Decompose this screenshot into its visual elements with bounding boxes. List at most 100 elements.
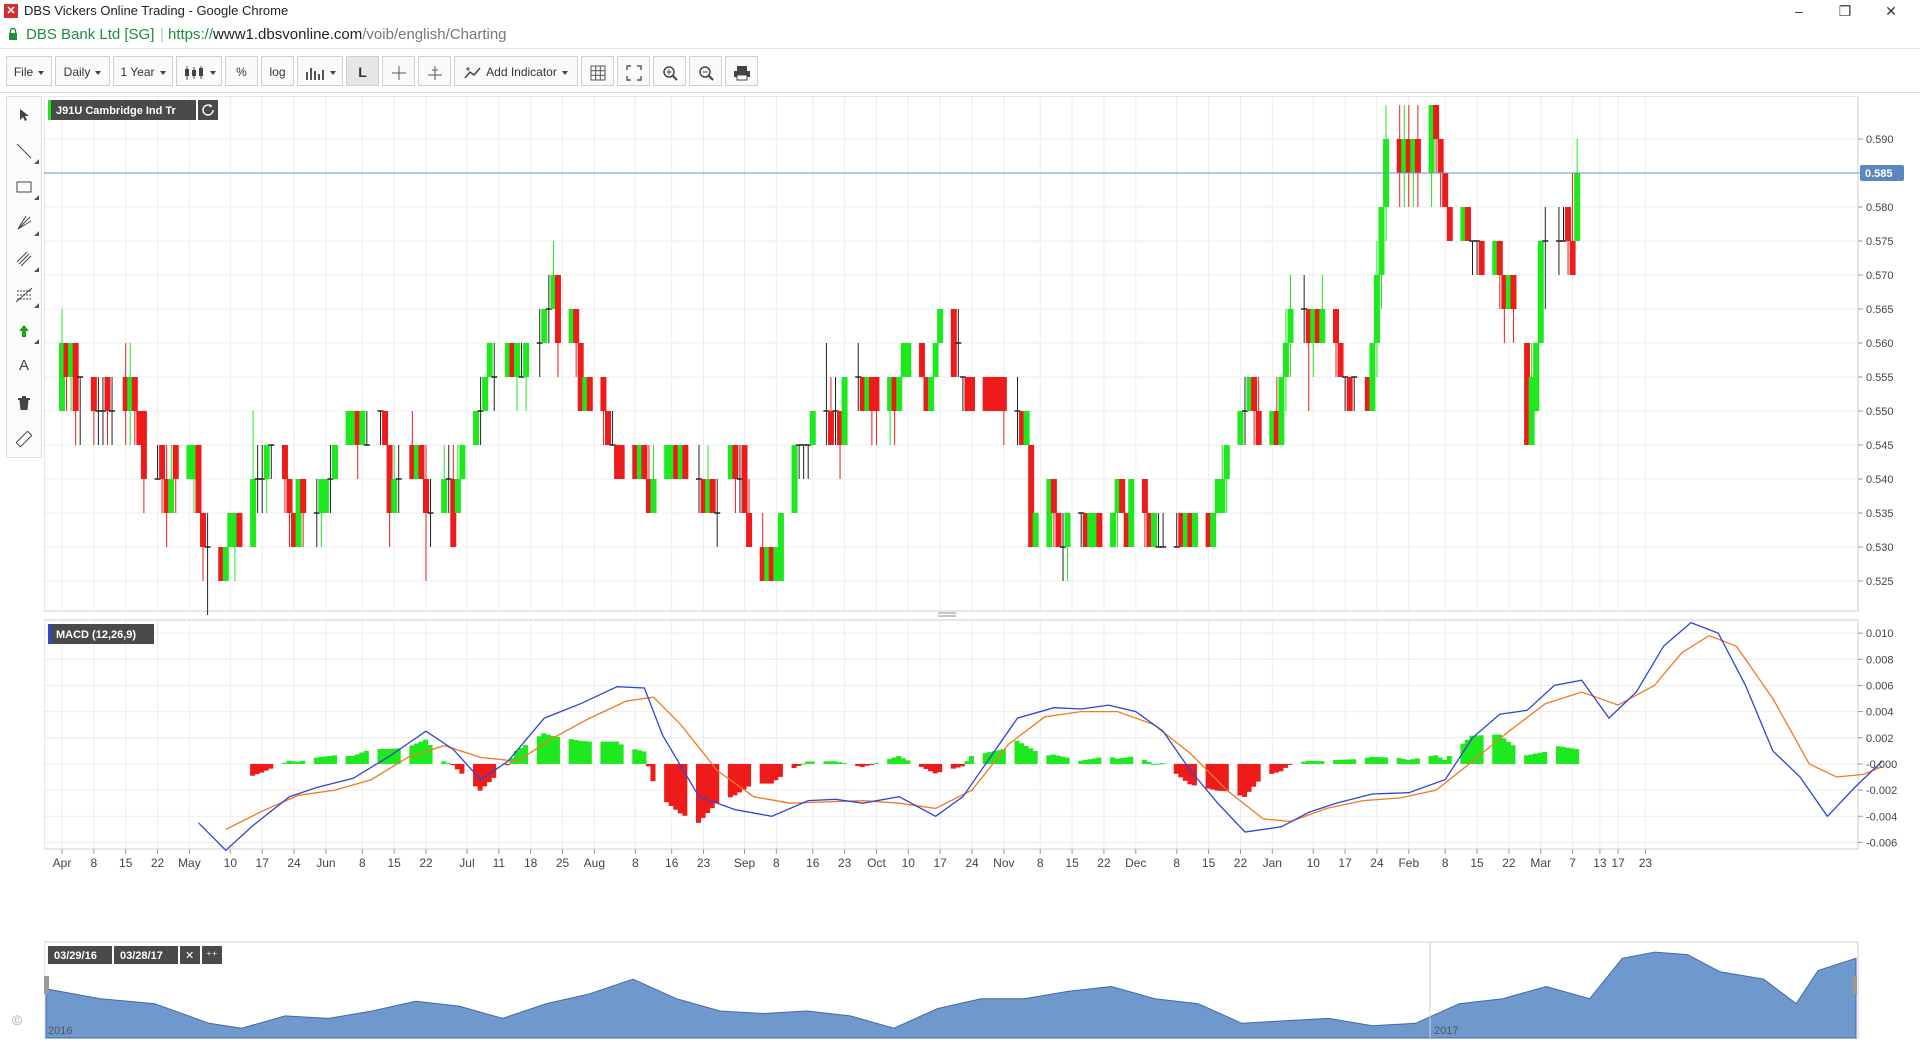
navigator-left-handle[interactable]: [44, 976, 49, 994]
to-date-box[interactable]: [114, 946, 178, 964]
price-bar-body: [1414, 139, 1421, 173]
price-bar-body: [969, 377, 975, 411]
minimize-button[interactable]: –: [1795, 3, 1803, 19]
macd-tick-label: -0.004: [1866, 811, 1897, 823]
range-select[interactable]: 1 Year: [113, 56, 173, 86]
chart-pane[interactable]: 0.525 0.530 0.535 0.540 0.545 0.550 0.555 0.560…: [43, 95, 1920, 1040]
panel-splitter[interactable]: [938, 612, 956, 617]
macd-hist-bar: [959, 763, 965, 767]
restore-button[interactable]: ❐: [1838, 3, 1852, 19]
macd-hist-bar: [805, 761, 811, 764]
pointer-icon: [20, 109, 29, 122]
price-tick-label: 0.570: [1866, 270, 1894, 282]
channel-tool[interactable]: [7, 241, 41, 275]
macd-tag[interactable]: MACD (12,26,9): [48, 624, 154, 644]
macd-hist-bar: [1087, 759, 1093, 764]
zoom-out-button[interactable]: [689, 56, 722, 86]
price-bar-body: [1505, 275, 1512, 309]
macd-hist-bar: [1369, 756, 1375, 764]
macd-hist-bar: [969, 756, 974, 764]
macd-hist-bar: [1155, 763, 1161, 765]
macd-hist-bar: [327, 755, 333, 764]
trash-tool[interactable]: [7, 385, 41, 419]
macd-tick-label: 0.002: [1866, 733, 1894, 745]
macd-hist-bar: [1569, 748, 1575, 764]
price-bar-body: [759, 547, 766, 581]
macd-hist-bar: [1123, 757, 1129, 764]
price-bar-body: [200, 513, 207, 547]
symbol-label: J91U Cambridge Ind Tr: [56, 105, 177, 117]
macd-hist-bar: [1091, 758, 1097, 764]
log-button[interactable]: log: [261, 56, 294, 86]
price-bar-body: [1123, 513, 1130, 547]
price-bar-body: [1524, 343, 1531, 445]
file-menu-button[interactable]: File: [6, 56, 52, 86]
last-price-button[interactable]: L: [346, 56, 379, 86]
macd-hist-bar: [1178, 763, 1184, 778]
url-text[interactable]: https://www1.dbsvonline.com/voib/english…: [168, 26, 507, 43]
macd-axis: -0.006 -0.004 -0.002 -0.000 0.002 0.004 0.006 0…: [1858, 628, 1897, 849]
site-identity[interactable]: DBS Bank Ltd [SG]: [26, 26, 155, 43]
price-bar-body: [68, 343, 75, 377]
navigator-right-handle[interactable]: [1852, 976, 1857, 994]
text-tool[interactable]: A: [7, 349, 41, 383]
line-tool[interactable]: [7, 133, 41, 167]
close-button[interactable]: ✕: [1885, 3, 1897, 19]
percent-button[interactable]: %: [225, 56, 258, 86]
macd-hist-bar: [250, 763, 256, 776]
macd-hist-bar: [732, 763, 738, 796]
fib-tool[interactable]: [7, 277, 41, 311]
macd-hist-bar: [1269, 763, 1275, 774]
chart-type-button[interactable]: [176, 56, 222, 86]
price-bar-body: [741, 445, 748, 513]
x-tick-label: 13: [1593, 856, 1607, 870]
macd-hist-bar: [614, 741, 620, 764]
interval-select[interactable]: Daily: [55, 56, 110, 86]
range-close-button[interactable]: [180, 946, 200, 964]
pitchfork-tool[interactable]: [7, 205, 41, 239]
address-bar[interactable]: DBS Bank Ltd [SG] | https://www1.dbsvonl…: [0, 22, 1920, 49]
line-tool-icon: [16, 143, 32, 159]
macd-hist-bar: [618, 744, 624, 764]
price-tick-label: 0.560: [1866, 338, 1894, 350]
macd-hist-bar: [363, 750, 369, 764]
x-tick-label: Mar: [1530, 856, 1551, 870]
macd-hist-bar: [1505, 741, 1511, 764]
x-tick-label: 24: [965, 856, 979, 870]
macd-tick-label: 0.008: [1866, 654, 1894, 666]
price-bar-body: [1023, 411, 1030, 445]
print-button[interactable]: [725, 56, 758, 86]
arrow-up-tool[interactable]: [7, 313, 41, 347]
x-tick-label: Feb: [1398, 856, 1419, 870]
macd-hist-bar: [832, 761, 838, 764]
price-bar-body: [746, 513, 753, 547]
drawing-toolbar: A: [6, 96, 42, 458]
refresh-button[interactable]: [198, 100, 218, 120]
x-tick-label: 8: [359, 856, 366, 870]
zoom-in-icon: [662, 66, 678, 81]
price-bar-body: [768, 547, 775, 581]
macd-hist-bar: [668, 763, 674, 806]
chart-canvas[interactable]: 0.525 0.530 0.535 0.540 0.545 0.550 0.555 0.560…: [43, 95, 1920, 1040]
rectangle-tool[interactable]: [7, 169, 41, 203]
price-bar-body: [1305, 309, 1312, 343]
price-bar-body: [1310, 309, 1317, 343]
range-expand-button[interactable]: [202, 946, 222, 964]
grid-button[interactable]: [581, 56, 614, 86]
price-bar-body: [1433, 105, 1440, 139]
fullscreen-button[interactable]: [617, 56, 650, 86]
symbol-tag[interactable]: J91U Cambridge Ind Tr: [48, 100, 218, 120]
volume-button[interactable]: [297, 56, 343, 86]
price-bar-body: [550, 275, 557, 309]
crosshair-button[interactable]: [382, 56, 415, 86]
price-bar-body: [1282, 343, 1289, 377]
pointer-tool[interactable]: [7, 97, 41, 131]
price-bar-body: [1028, 445, 1035, 547]
zoom-in-button[interactable]: [653, 56, 686, 86]
macd-hist-bar: [932, 763, 938, 774]
add-indicator-button[interactable]: Add Indicator: [454, 56, 578, 86]
crosshair-alt-button[interactable]: [418, 56, 451, 86]
ruler-tool[interactable]: [7, 421, 41, 455]
rectangle-tool-icon: [16, 181, 32, 193]
from-date-box[interactable]: [48, 946, 112, 964]
